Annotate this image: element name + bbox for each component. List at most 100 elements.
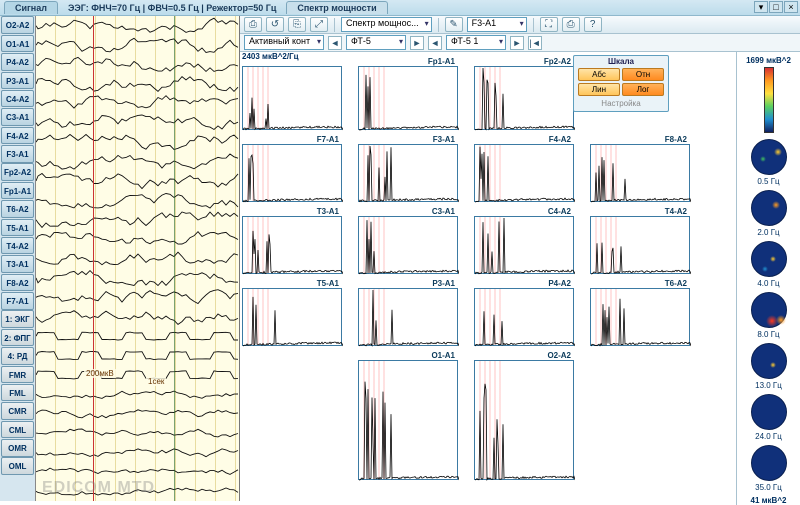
channel-label[interactable]: F4-A2 [1,127,34,145]
channel-label-aux[interactable]: CML [1,421,34,439]
spectrum-cell[interactable]: F4-A2 [474,144,574,202]
cursor-green[interactable] [174,16,175,501]
channel-label[interactable]: F3-A1 [1,145,34,163]
spectrum-cell[interactable]: F7-A1 [242,144,342,202]
tab-signal[interactable]: Сигнал [4,1,58,14]
headmap-label: 2.0 Гц [757,228,779,237]
channel-label-aux[interactable]: FMR [1,366,34,384]
prev-ft-button[interactable]: ◄ [328,36,342,50]
spectrum-cell[interactable]: T3-A1 [242,216,342,274]
spectrum-cell[interactable]: T5-A1 [242,288,342,346]
tool-refresh-icon[interactable]: ↺ [266,17,284,32]
waveform-area[interactable]: 200мкВ 1сек EDICOM MTD [36,16,239,501]
channel-label-aux[interactable]: OML [1,457,34,475]
filter-readout: ЭЭГ: ФНЧ=70 Гц | ФВЧ=0.5 Гц | Режектор=5… [68,3,276,13]
scale-log-button[interactable]: Лог [622,83,664,96]
next-ft-button[interactable]: ► [410,36,424,50]
spectrum-cell[interactable]: O1-A1 [358,360,458,480]
channel-label[interactable]: Fp1-A1 [1,182,34,200]
channel-label[interactable]: T4-A2 [1,237,34,255]
channel-label[interactable]: T3-A1 [1,255,34,273]
cursor-red[interactable] [93,16,94,501]
color-scale-column: 1699 мкВ^2 0.5 Гц2.0 Гц4.0 Гц8.0 Гц13.0 … [736,52,800,505]
window-min-button[interactable]: ▾ [754,1,768,13]
headmap[interactable] [751,292,787,328]
spectrum-cell[interactable]: F8-A2 [590,144,690,202]
headmap[interactable] [751,445,787,481]
prev-ft2-button[interactable]: ◄ [428,36,442,50]
spectrum-cell[interactable]: O2-A2 [474,360,574,480]
scale-rel-button[interactable]: Отн [622,68,664,81]
headmap[interactable] [751,343,787,379]
view-mode-select[interactable]: Спектр мощнос... [341,17,432,32]
spectrum-cell-label: P3-A1 [432,279,455,288]
spectrum-cell[interactable]: C3-A1 [358,216,458,274]
channel-label[interactable]: F7-A1 [1,292,34,310]
scale-abs-button[interactable]: Абс [578,68,620,81]
spectrum-cell[interactable]: T4-A2 [590,216,690,274]
headmap[interactable] [751,190,787,226]
spectrum-panel: ⎙ ↺ ⎘ ⤢ Спектр мощнос... ✎ F3-A1 ⛶ ⎙ ? А… [240,16,800,501]
channel-label-aux[interactable]: FML [1,384,34,402]
spectrum-cell-label: T4-A2 [665,207,687,216]
spectrum-cell[interactable]: F3-A1 [358,144,458,202]
color-gradient [764,67,774,133]
tool-edit-icon[interactable]: ✎ [445,17,463,32]
headmap-label: 0.5 Гц [757,177,779,186]
channel-label[interactable]: Fp2-A2 [1,163,34,181]
colorscale-max: 1699 мкВ^2 [746,56,791,65]
channel-label-aux[interactable]: 4: РД [1,347,34,365]
headmap-label: 13.0 Гц [755,381,782,390]
ft-select-2[interactable]: ФТ-5 1 [446,35,506,50]
toolbar-divider [438,18,439,32]
channel-label[interactable]: T6-A2 [1,200,34,218]
window-max-button[interactable]: □ [769,1,783,13]
spectrum-cell[interactable] [242,66,342,130]
spectrum-grid: 2403 мкВ^2/Гц 24 Гц35 Гц70 Гц24 Гц Шкала… [240,52,736,505]
tool-export-icon[interactable]: ⎙ [562,17,580,32]
first-button[interactable]: |◄ [528,36,542,50]
spectrum-cell[interactable]: T6-A2 [590,288,690,346]
channel-label[interactable]: C4-A2 [1,90,34,108]
headmap[interactable] [751,394,787,430]
tool-layout-icon[interactable]: ⛶ [540,17,558,32]
tool-copy-icon[interactable]: ⎘ [288,17,306,32]
channel-label[interactable]: P3-A1 [1,72,34,90]
channel-label[interactable]: P4-A2 [1,53,34,71]
channel-label-aux[interactable]: 2: ФПГ [1,329,34,347]
headmap[interactable] [751,241,787,277]
tool-print-icon[interactable]: ⎙ [244,17,262,32]
signal-panel: O2-A2O1-A1P4-A2P3-A1C4-A2C3-A1F4-A2F3-A1… [0,16,240,501]
active-contour-select[interactable]: Активный конт [244,35,324,50]
tab-spectrum[interactable]: Спектр мощности [286,1,387,14]
channel-label-aux[interactable]: 1: ЭКГ [1,310,34,328]
channel-label-aux[interactable]: CMR [1,402,34,420]
spectrum-cell[interactable]: Fp1-A1 [358,66,458,130]
channel-label[interactable]: O2-A2 [1,16,34,34]
window-close-button[interactable]: × [784,1,798,13]
scale-lin-button[interactable]: Лин [578,83,620,96]
spectrum-cell-label: T3-A1 [317,207,339,216]
toolbar-divider [334,18,335,32]
channel-select[interactable]: F3-A1 [467,17,527,32]
spectrum-cell[interactable]: Fp2-A2 [474,66,574,130]
spectrum-cell[interactable]: P3-A1 [358,288,458,346]
titlebar: Сигнал ЭЭГ: ФНЧ=70 Гц | ФВЧ=0.5 Гц | Реж… [0,0,800,16]
tool-zoom-icon[interactable]: ⤢ [310,17,328,32]
scale-panel-header: Шкала [574,56,668,67]
scale-panel: Шкала Абс Отн Лин Лог Настройка [573,55,669,112]
scale-settings-link[interactable]: Настройка [574,97,668,111]
tool-help-icon[interactable]: ? [584,17,602,32]
channel-label[interactable]: C3-A1 [1,108,34,126]
channel-label[interactable]: F8-A2 [1,274,34,292]
spectrum-cell-label: O2-A2 [547,351,571,360]
spectrum-cell[interactable]: C4-A2 [474,216,574,274]
channel-label[interactable]: T5-A1 [1,219,34,237]
next-ft2-button[interactable]: ► [510,36,524,50]
headmap[interactable] [751,139,787,175]
channel-label-aux[interactable]: OMR [1,439,34,457]
channel-label[interactable]: O1-A1 [1,35,34,53]
spectrum-cell[interactable]: P4-A2 [474,288,574,346]
ft-select-1[interactable]: ФТ-5 [346,35,406,50]
spectrum-cell-label: F8-A2 [665,135,687,144]
